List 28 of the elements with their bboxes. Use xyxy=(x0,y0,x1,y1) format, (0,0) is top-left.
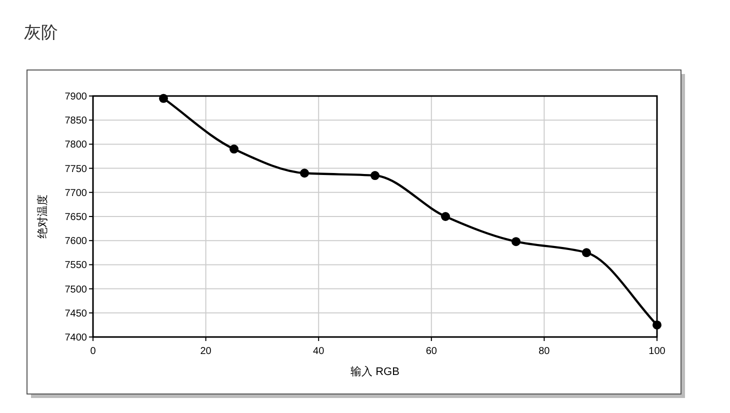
y-tick-label: 7400 xyxy=(64,332,88,344)
y-tick-label: 7500 xyxy=(64,284,88,296)
x-tick-label: 40 xyxy=(313,346,325,357)
y-axis-title: 绝对温度 xyxy=(36,194,49,238)
x-tick-label: 80 xyxy=(538,346,550,357)
point xyxy=(512,237,520,246)
y-tick-label: 7650 xyxy=(64,212,88,223)
y-tick-label: 7450 xyxy=(64,308,88,320)
y-tick-label: 7550 xyxy=(64,260,88,272)
point xyxy=(652,320,662,330)
x-tick-label: 100 xyxy=(648,346,666,357)
y-tick-label: 7800 xyxy=(64,140,88,151)
point xyxy=(230,144,238,154)
x-tick-label: 20 xyxy=(200,346,212,357)
point xyxy=(370,171,380,180)
x-tick-label: 60 xyxy=(426,346,438,357)
y-tick-label: 7700 xyxy=(64,188,88,199)
point xyxy=(300,168,309,178)
point xyxy=(582,248,591,258)
y-tick-label: 7850 xyxy=(64,116,88,127)
chart-title: 灰阶 xyxy=(24,23,58,42)
point xyxy=(441,212,450,221)
x-tick-label: 0 xyxy=(90,346,96,357)
y-tick-label: 7600 xyxy=(64,236,88,248)
x-axis-title: 输入 RGB xyxy=(350,365,400,378)
point xyxy=(159,94,168,103)
y-tick-label: 7900 xyxy=(64,92,88,102)
y-tick-label: 7750 xyxy=(64,164,88,175)
